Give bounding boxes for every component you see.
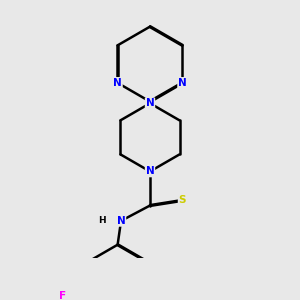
Text: N: N — [113, 78, 122, 88]
Text: S: S — [178, 195, 186, 206]
Text: H: H — [98, 216, 106, 225]
Text: F: F — [59, 291, 66, 300]
Text: N: N — [146, 98, 154, 108]
Text: N: N — [117, 216, 125, 226]
Text: N: N — [146, 167, 154, 176]
Text: N: N — [178, 78, 187, 88]
